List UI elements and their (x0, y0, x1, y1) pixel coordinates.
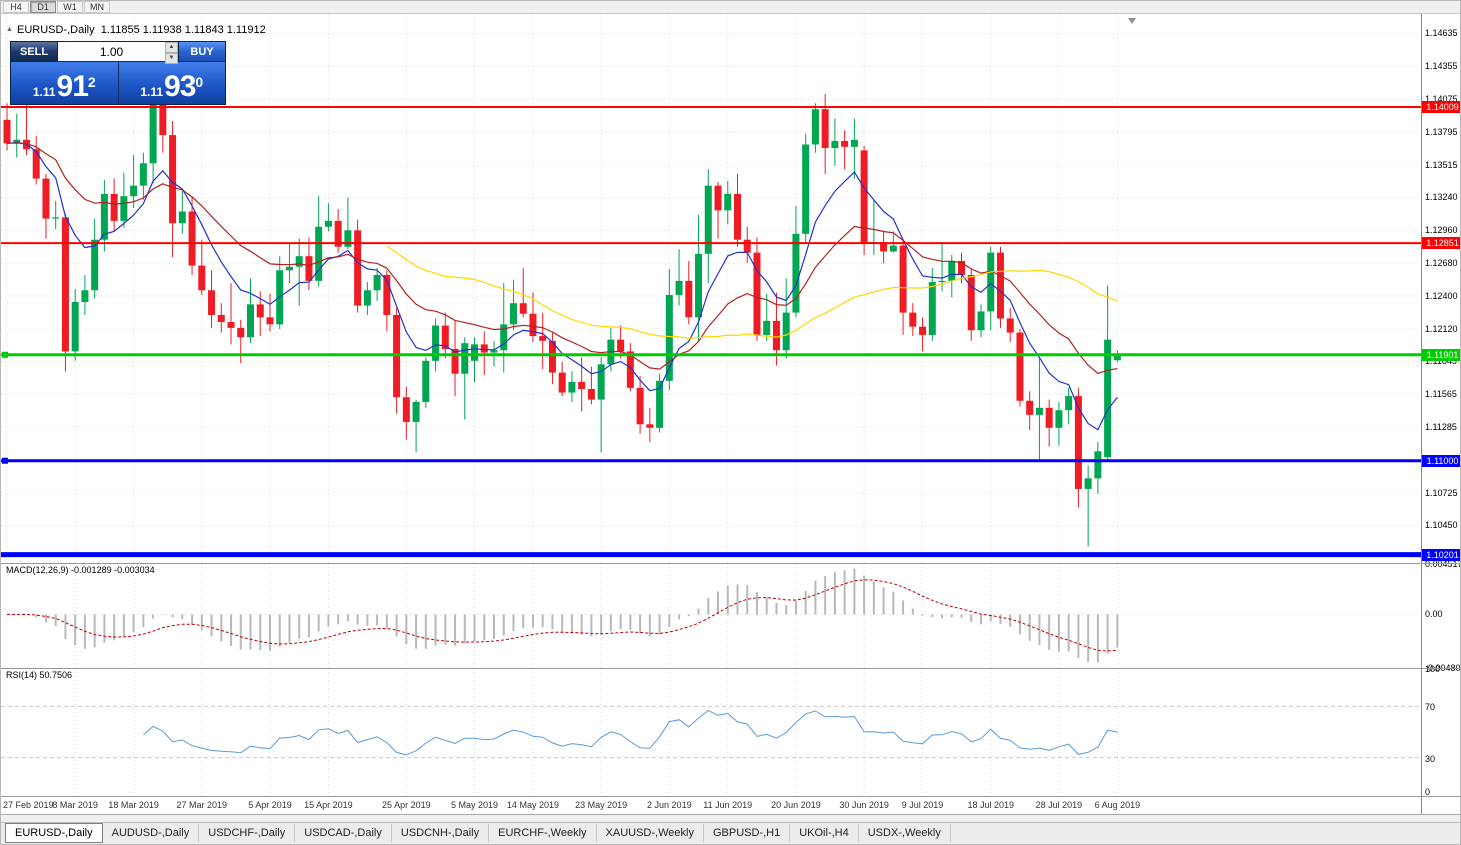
date-label: 25 Apr 2019 (382, 800, 431, 810)
chart-tabs-bar: EURUSD-,Daily AUDUSD-,Daily USDCHF-,Daily U… (1, 822, 1460, 843)
chart-shift-marker-icon[interactable] (1128, 18, 1136, 24)
volume-input[interactable] (58, 42, 178, 61)
price-tick: 1.12680 (1425, 258, 1458, 269)
price-line-label: 1.10201 (1422, 548, 1460, 561)
price-line-label: 1.12851 (1422, 237, 1460, 250)
rsi-axis-label: 70 (1425, 702, 1436, 713)
date-label: 2 Jun 2019 (647, 800, 692, 810)
price-tick: 1.11565 (1425, 389, 1457, 400)
macd-name: MACD(12,26,9) (6, 565, 69, 575)
date-label: 18 Jul 2019 (967, 800, 1015, 810)
chart-tab-usdx-weekly[interactable]: USDX-,Weekly (859, 824, 951, 842)
date-label: 5 May 2019 (451, 800, 499, 810)
pane-separator (1, 796, 1460, 797)
buy-price-small: 1.11 (140, 85, 164, 99)
date-label: 27 Feb 2019 (3, 800, 54, 810)
pane-separator[interactable] (1, 563, 1460, 564)
price-tick: 1.13515 (1425, 160, 1458, 171)
chart-tab-audusd-daily[interactable]: AUDUSD-,Daily (103, 824, 200, 842)
chart-symbol-period: EURUSD-,Daily (17, 24, 95, 36)
volume-spinner: ▲ ▼ (165, 42, 178, 64)
chart-ohlc-values: 1.11855 1.11938 1.11843 1.11912 (100, 24, 266, 36)
sell-price-sup: 2 (87, 74, 96, 90)
rsi-pane-canvas[interactable] (1, 668, 1421, 796)
date-label: 28 Jul 2019 (1035, 800, 1083, 810)
chart-tab-gbpusd-h1[interactable]: GBPUSD-,H1 (704, 824, 791, 842)
sell-price-big: 91 (56, 70, 89, 103)
price-line-label: 1.11000 (1422, 454, 1460, 467)
buy-button[interactable]: BUY (178, 42, 225, 61)
macd-values: -0.001289 -0.003034 (71, 565, 155, 575)
rsi-axis-label: 0 (1425, 787, 1431, 797)
timeframe-button-w1[interactable]: W1 (57, 1, 83, 13)
chart-title: EURUSD-,Daily 1.11855 1.11938 1.11843 1.… (17, 24, 266, 36)
date-label: 11 Jun 2019 (703, 800, 753, 810)
sell-price-small: 1.11 (32, 85, 56, 99)
date-label: 30 Jun 2019 (839, 800, 889, 810)
price-tick: 1.12400 (1425, 291, 1458, 302)
date-label: 23 May 2019 (575, 800, 628, 810)
price-tick: 1.10725 (1425, 488, 1458, 499)
rsi-name: RSI(14) (6, 670, 38, 680)
main-chart-canvas[interactable] (1, 14, 1421, 563)
chart-tab-usdchf-daily[interactable]: USDCHF-,Daily (199, 824, 296, 842)
rsi-axis-label: 100 (1425, 664, 1441, 674)
chart-tab-xauusd-weekly[interactable]: XAUUSD-,Weekly (597, 824, 704, 842)
price-tick: 1.13795 (1425, 127, 1458, 138)
date-label: 27 Mar 2019 (176, 800, 228, 810)
volume-increase-button[interactable]: ▲ (165, 42, 178, 53)
price-line-label: 1.11901 (1422, 348, 1460, 361)
macd-axis-label: 0.00 (1425, 609, 1443, 620)
chart-tab-ukoil-h4[interactable]: UKOil-,H4 (790, 824, 859, 842)
date-label: 6 Aug 2019 (1094, 800, 1141, 810)
macd-label: MACD(12,26,9) -0.001289 -0.003034 (6, 565, 155, 575)
price-tick: 1.14355 (1425, 61, 1458, 72)
price-tick: 1.10450 (1425, 520, 1458, 531)
chart-tab-eurchf-weekly[interactable]: EURCHF-,Weekly (489, 824, 597, 842)
chart-tab-usdcad-daily[interactable]: USDCAD-,Daily (295, 824, 392, 842)
price-tick: 1.14635 (1425, 28, 1458, 39)
volume-decrease-button[interactable]: ▼ (165, 53, 178, 64)
price-tick: 1.12960 (1425, 225, 1458, 236)
sell-button[interactable]: SELL (11, 42, 58, 61)
timeframe-toolbar: H4 D1 W1 MN (1, 1, 1460, 14)
price-tick: 1.12120 (1425, 324, 1458, 335)
timeframe-button-d1[interactable]: D1 (30, 1, 56, 13)
rsi-label: RSI(14) 50.7506 (6, 670, 72, 680)
timeframe-button-mn[interactable]: MN (84, 1, 110, 13)
chart-tab-usdcnh-daily[interactable]: USDCNH-,Daily (392, 824, 490, 842)
price-tick: 1.14075 (1425, 94, 1458, 105)
sell-price-display[interactable]: 1.11 91 2 (11, 62, 118, 104)
chart-tab-eurusd-daily[interactable]: EURUSD-,Daily (5, 823, 103, 843)
date-label: 15 Apr 2019 (304, 800, 353, 810)
date-label: 14 May 2019 (506, 800, 559, 810)
price-tick: 1.11285 (1425, 422, 1457, 433)
scroll-strip (1, 814, 1460, 822)
buy-price-big: 93 (164, 70, 196, 103)
price-tick: 1.11845 (1425, 356, 1457, 367)
volume-field: ▲ ▼ (58, 42, 178, 64)
macd-axis-label: 0.004517 (1425, 559, 1461, 569)
price-axis[interactable]: 1.14635 1.14355 1.14075 1.13795 1.13515 1.132… (1421, 14, 1461, 814)
price-tick: 1.13240 (1425, 192, 1458, 203)
date-label: 9 Jul 2019 (901, 800, 944, 810)
rsi-axis-label: 30 (1425, 753, 1436, 764)
chart-window: ▲ EURUSD-,Daily 1.11855 1.11938 1.11843 … (1, 14, 1461, 814)
rsi-value: 50.7506 (39, 670, 73, 680)
date-label: 8 Mar 2019 (52, 800, 98, 810)
pane-separator[interactable] (1, 668, 1460, 669)
trade-panel-collapse-icon[interactable]: ▲ (6, 26, 13, 33)
date-label: 5 Apr 2019 (248, 800, 292, 810)
buy-price-sup: 0 (195, 74, 204, 90)
time-axis[interactable]: 27 Feb 2019 8 Mar 2019 18 Mar 2019 27 Mar 2… (1, 797, 1421, 814)
timeframe-button-h4[interactable]: H4 (3, 1, 29, 13)
date-label: 20 Jun 2019 (771, 800, 821, 810)
macd-pane-canvas[interactable] (1, 563, 1421, 668)
buy-price-display[interactable]: 1.11 93 0 (118, 62, 225, 104)
date-label: 18 Mar 2019 (108, 800, 159, 810)
price-line-label: 1.14009 (1422, 100, 1460, 113)
